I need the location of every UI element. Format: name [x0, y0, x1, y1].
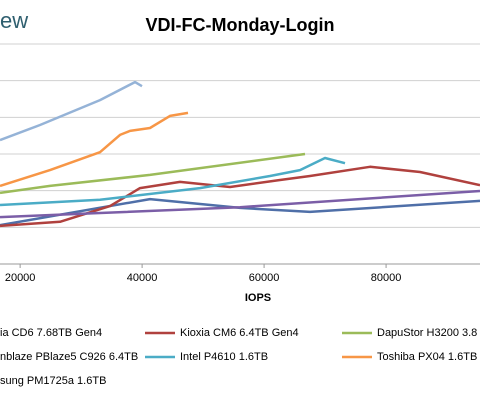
series-line [0, 152, 306, 195]
series-line [0, 189, 480, 219]
series-line [0, 197, 480, 227]
series-line [0, 156, 346, 207]
x-axis-label: IOPS [245, 292, 271, 304]
series-line [0, 111, 189, 188]
legend-label: nblaze PBlaze5 C926 6.4TB [0, 351, 138, 363]
legend-label: Toshiba PX04 1.6TB [377, 351, 477, 363]
legend-label: sung PM1725a 1.6TB [0, 375, 106, 387]
chart-title: VDI-FC-Monday-Login [146, 15, 335, 35]
x-tick-label: 80000 [371, 272, 402, 284]
logo: ew [0, 8, 28, 33]
series-line [0, 80, 143, 142]
x-tick-label: 40000 [127, 272, 158, 284]
legend-label: Kioxia CM6 6.4TB Gen4 [180, 327, 299, 339]
x-tick-label: 20000 [5, 272, 36, 284]
x-tick-label: 60000 [249, 272, 280, 284]
legend-label: ia CD6 7.68TB Gen4 [0, 327, 102, 339]
legend-label: Intel P4610 1.6TB [180, 351, 268, 363]
series-line [0, 165, 480, 228]
legend-label: DapuStor H3200 3.8 [377, 327, 477, 339]
